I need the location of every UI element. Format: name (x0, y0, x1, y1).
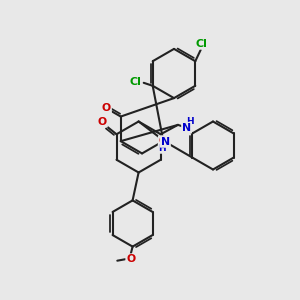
Text: O: O (159, 136, 168, 146)
Text: O: O (126, 254, 135, 264)
Text: O: O (98, 117, 107, 127)
Text: Cl: Cl (195, 39, 207, 49)
Text: O: O (102, 103, 111, 113)
Text: N: N (161, 137, 170, 147)
Text: H: H (186, 117, 194, 126)
Text: N: N (182, 123, 191, 133)
Text: Cl: Cl (129, 77, 141, 87)
Text: H: H (159, 144, 166, 153)
